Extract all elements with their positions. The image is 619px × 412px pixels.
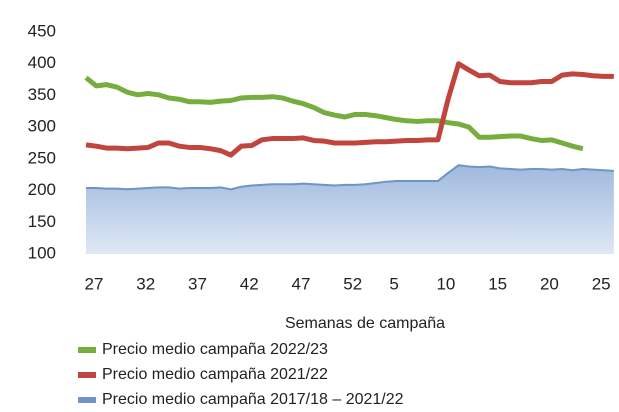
area <box>86 165 614 254</box>
x-tick-label: 32 <box>136 274 155 293</box>
legend-label: Precio medio campaña 2022/23 <box>102 341 328 358</box>
x-tick-label: 37 <box>188 274 207 293</box>
legend-label: Precio medio campaña 2021/22 <box>102 366 328 383</box>
x-axis-label: Semanas de campaña <box>285 315 445 332</box>
y-tick-label: 100 <box>28 243 56 262</box>
legend-label: Precio medio campaña 2017/18 – 2021/22 <box>102 391 404 408</box>
x-tick-label: 27 <box>85 274 104 293</box>
x-tick-label: 52 <box>343 274 362 293</box>
legend-swatch <box>78 347 96 353</box>
line <box>85 61 614 158</box>
y-tick-label: 300 <box>28 117 56 136</box>
y-tick-label: 200 <box>28 180 56 199</box>
x-tick-label: 25 <box>592 274 611 293</box>
line <box>84 75 584 152</box>
x-tick-label: 47 <box>292 274 311 293</box>
legend-swatch <box>78 397 96 403</box>
legend-swatch <box>78 372 96 378</box>
y-tick-label: 250 <box>28 148 56 167</box>
x-tick-label: 5 <box>389 274 398 293</box>
y-tick-label: 150 <box>28 212 56 231</box>
x-tick-label: 15 <box>488 274 507 293</box>
y-tick-label: 350 <box>28 85 56 104</box>
y-tick-label: 450 <box>28 21 56 40</box>
area-edge <box>86 164 614 191</box>
x-tick-label: 42 <box>240 274 259 293</box>
x-tick-label: 20 <box>540 274 559 293</box>
x-tick-label: 10 <box>436 274 455 293</box>
y-tick-label: 400 <box>28 53 56 72</box>
